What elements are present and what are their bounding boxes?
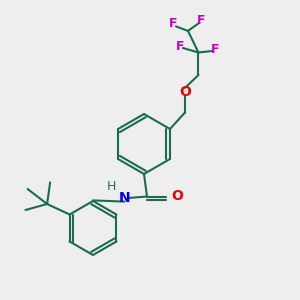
Text: F: F: [176, 40, 184, 53]
Text: F: F: [169, 17, 177, 30]
Text: N: N: [119, 191, 130, 205]
Text: O: O: [171, 190, 183, 203]
Text: H: H: [107, 180, 117, 193]
Text: F: F: [197, 14, 206, 27]
Text: F: F: [211, 43, 219, 56]
Text: O: O: [179, 85, 191, 98]
